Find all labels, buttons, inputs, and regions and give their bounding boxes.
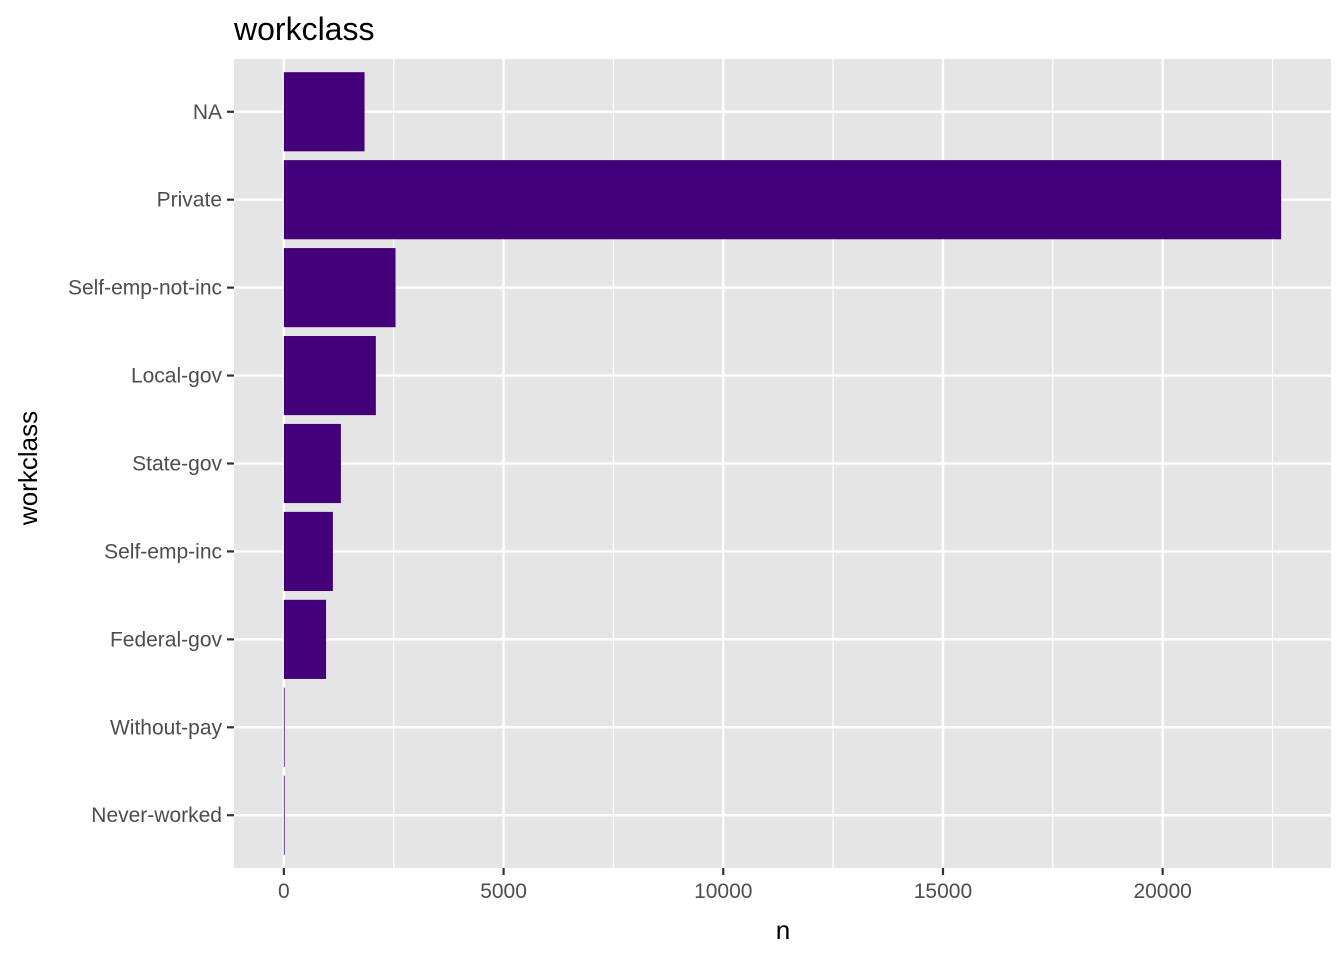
y-axis: NA Private Self-emp-not-inc Local-gov State-… bbox=[68, 101, 234, 827]
y-tick-label: Local-gov bbox=[131, 365, 223, 388]
x-axis-title: n bbox=[776, 915, 790, 945]
y-axis-title: workclass bbox=[13, 411, 43, 526]
y-tick-label: Without-pay bbox=[110, 716, 223, 739]
y-tick-label: Self-emp-inc bbox=[104, 540, 222, 563]
bar-without-pay bbox=[283, 687, 285, 767]
x-tick-label: 15000 bbox=[914, 880, 972, 903]
bar-federal-gov bbox=[283, 599, 327, 679]
bar-self-emp-inc bbox=[283, 511, 333, 592]
x-tick-label: 20000 bbox=[1133, 880, 1191, 903]
bar-state-gov bbox=[283, 423, 341, 504]
x-tick-label: 5000 bbox=[480, 880, 527, 903]
y-tick-label: Private bbox=[157, 189, 222, 212]
bar-private bbox=[283, 160, 1282, 240]
x-axis: 0 5000 10000 15000 20000 bbox=[278, 868, 1192, 903]
bars bbox=[283, 72, 1282, 855]
chart-title: workclass bbox=[233, 11, 374, 47]
y-tick-label: Self-emp-not-inc bbox=[68, 277, 222, 300]
bar-na bbox=[283, 72, 365, 152]
bar-never-worked bbox=[283, 775, 285, 855]
x-tick-label: 0 bbox=[278, 880, 290, 903]
bar-local-gov bbox=[283, 335, 376, 416]
y-tick-label: Federal-gov bbox=[110, 628, 223, 651]
y-tick-label: Never-worked bbox=[91, 804, 222, 827]
bar-self-emp-not-inc bbox=[283, 248, 396, 328]
y-tick-label: NA bbox=[193, 101, 222, 124]
x-tick-label: 10000 bbox=[694, 880, 752, 903]
y-tick-label: State-gov bbox=[132, 453, 222, 476]
